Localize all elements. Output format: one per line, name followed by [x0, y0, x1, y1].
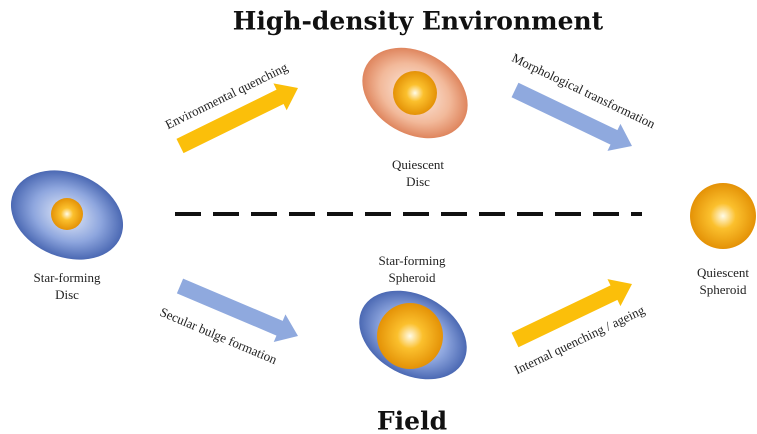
arrow — [511, 82, 632, 151]
arrow — [176, 83, 299, 154]
node-label: Disc — [55, 287, 79, 302]
node-label: Spheroid — [700, 282, 747, 297]
arrow-shape — [176, 278, 299, 343]
title: High-density Environment — [233, 7, 604, 36]
bottom-title: Field — [377, 407, 447, 434]
node-label: Disc — [406, 174, 430, 189]
galaxy-quiescent-disc — [362, 47, 468, 139]
node-label: Star-forming — [34, 270, 101, 285]
node-label: Quiescent — [392, 157, 444, 172]
galaxy-star-forming-disc — [10, 170, 124, 260]
node-label: Star-forming — [379, 253, 446, 268]
node-label: Quiescent — [697, 265, 749, 280]
arrow-shape — [511, 279, 632, 348]
galaxy-star-forming-spheroid — [359, 290, 467, 380]
arrow — [176, 278, 299, 343]
node-label: Spheroid — [389, 270, 436, 285]
arrow-shape — [511, 82, 632, 151]
galaxy-quiescent-spheroid — [690, 183, 756, 249]
arrow-shape — [176, 83, 299, 154]
arrow — [511, 279, 632, 348]
